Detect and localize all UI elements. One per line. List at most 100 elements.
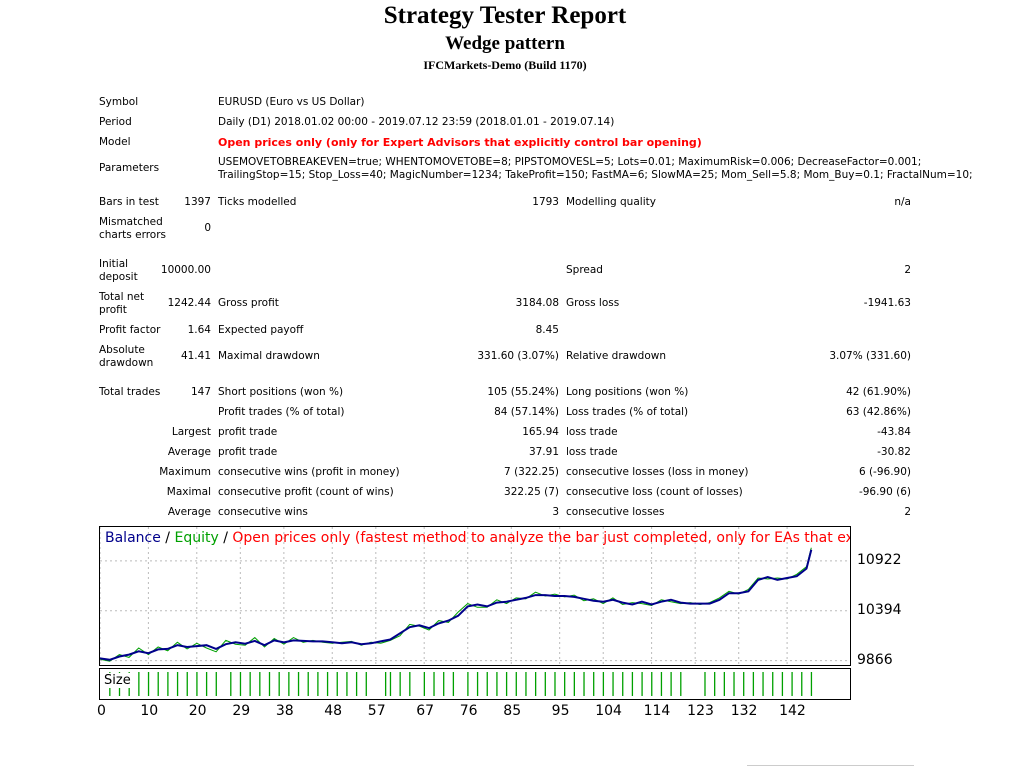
deposit-label-line1: Initial [99,258,129,270]
maximal-loss-value: -96.90 (6) [858,486,911,498]
server-build: IFCMarkets-Demo (Build 1170) [423,58,587,72]
quality-label: Modelling quality [566,196,656,208]
size-bar [443,672,445,696]
maximal-profit-value: 322.25 (7) [504,486,559,498]
average-label: Average [167,446,211,458]
size-bar [602,672,605,696]
maxdd-value: 331.60 (3.07%) [477,350,559,362]
deposit-label-line2: deposit [99,271,138,283]
max-losses-label: consecutive losses (loss in money) [566,466,749,478]
max-wins-label: consecutive wins (profit in money) [218,466,400,478]
size-bars-area [109,672,813,696]
profit-trades-label: Profit trades (% of total) [218,406,345,418]
long-label: Long positions (won %) [566,386,689,398]
netprofit-label-line1: Total net [99,291,145,303]
parameters-line-1: USEMOVETOBREAKEVEN=true; WHENTOMOVETOBE=… [218,156,922,168]
size-bar [317,672,319,696]
absdd-label-line1: Absolute [99,344,145,356]
absdd-value: 41.41 [180,350,211,362]
size-bar [409,672,411,696]
size-bar [239,672,242,696]
size-bar [138,672,140,696]
period-label: Period [99,116,132,128]
avg-wins-label: consecutive wins [218,506,308,518]
footer-divider [747,765,914,766]
chart-plot-area [100,527,850,665]
maxdd-label: Maximal drawdown [218,350,320,362]
avg-consecutive-label: Average [167,506,211,518]
size-bar [801,672,803,696]
size-bar [651,672,653,696]
size-bar [772,672,774,696]
deposit-value: 10000.00 [160,264,211,276]
x-tick-label: 29 [232,703,251,719]
size-bar [631,672,634,696]
size-bar [365,672,367,696]
size-bar [680,672,682,696]
grossloss-label: Gross loss [566,297,620,309]
size-bar [355,672,358,696]
report-subtitle: Wedge pattern [445,33,565,54]
size-bar [147,672,150,696]
balance-line [100,549,813,661]
size-bar [157,672,159,696]
size-bar [176,672,179,696]
legend-balance: Balance [105,530,161,546]
mismatch-label-line1: Mismatched [99,216,163,228]
size-bar [781,672,784,696]
size-bar [433,672,435,696]
period-value: Daily (D1) 2018.01.02 00:00 - 2019.07.12… [218,116,615,128]
size-bar [249,672,251,696]
size-bar [486,672,488,696]
largest-profit-value: 165.94 [522,426,559,438]
mismatch-value: 0 [204,222,211,234]
reldd-label: Relative drawdown [566,350,667,362]
size-bar [515,672,517,696]
size-bar [278,672,280,696]
size-bar [288,672,290,696]
maximum-label: Maximum [159,466,211,478]
size-bar [389,672,392,696]
size-panel: Size [99,668,851,700]
short-label: Short positions (won %) [218,386,344,398]
x-tick-label: 10 [140,703,159,719]
spread-label: Spread [566,264,603,276]
grossloss-value: -1941.63 [863,297,911,309]
size-bar [186,672,188,696]
legend-equity: Equity [174,530,219,546]
trades-value: 147 [190,386,211,398]
size-bar [167,672,169,696]
avg-losses-label: consecutive losses [566,506,665,518]
y-tick-label: 10922 [857,551,902,568]
x-tick-label: 85 [503,703,522,719]
size-bar [205,672,208,696]
size-bar [297,672,300,696]
size-bar [476,672,479,696]
short-value: 105 (55.24%) [487,386,559,398]
size-bar [554,672,556,696]
size-bar [593,672,595,696]
pf-value: 1.64 [187,324,211,336]
x-tick-label: 48 [324,703,343,719]
pf-label: Profit factor [99,324,161,336]
netprofit-value: 1242.44 [167,297,211,309]
bars-label: Bars in test [99,196,159,208]
trades-label: Total trades [99,386,161,398]
size-bar [196,672,198,696]
maximal-profit-label: consecutive profit (count of wins) [218,486,394,498]
balance-equity-chart: Balance / Equity / Open prices only (fas… [99,526,851,666]
legend-separator-1: / [160,530,175,546]
profit-trades-value: 84 (57.14%) [494,406,559,418]
chart-legend: Balance / Equity / Open prices only (fas… [105,530,850,546]
size-bar [612,672,614,696]
largest-label: Largest [171,426,211,438]
grossprofit-label: Gross profit [218,297,279,309]
absdd-label-line2: drawdown [99,357,154,369]
x-tick-label: 132 [730,703,758,719]
payoff-label: Expected payoff [218,324,304,336]
symbol-label: Symbol [99,96,139,108]
legend-separator-2: / [218,530,233,546]
size-bar [496,672,498,696]
average-profit-label: profit trade [218,446,278,458]
size-bar [307,672,309,696]
